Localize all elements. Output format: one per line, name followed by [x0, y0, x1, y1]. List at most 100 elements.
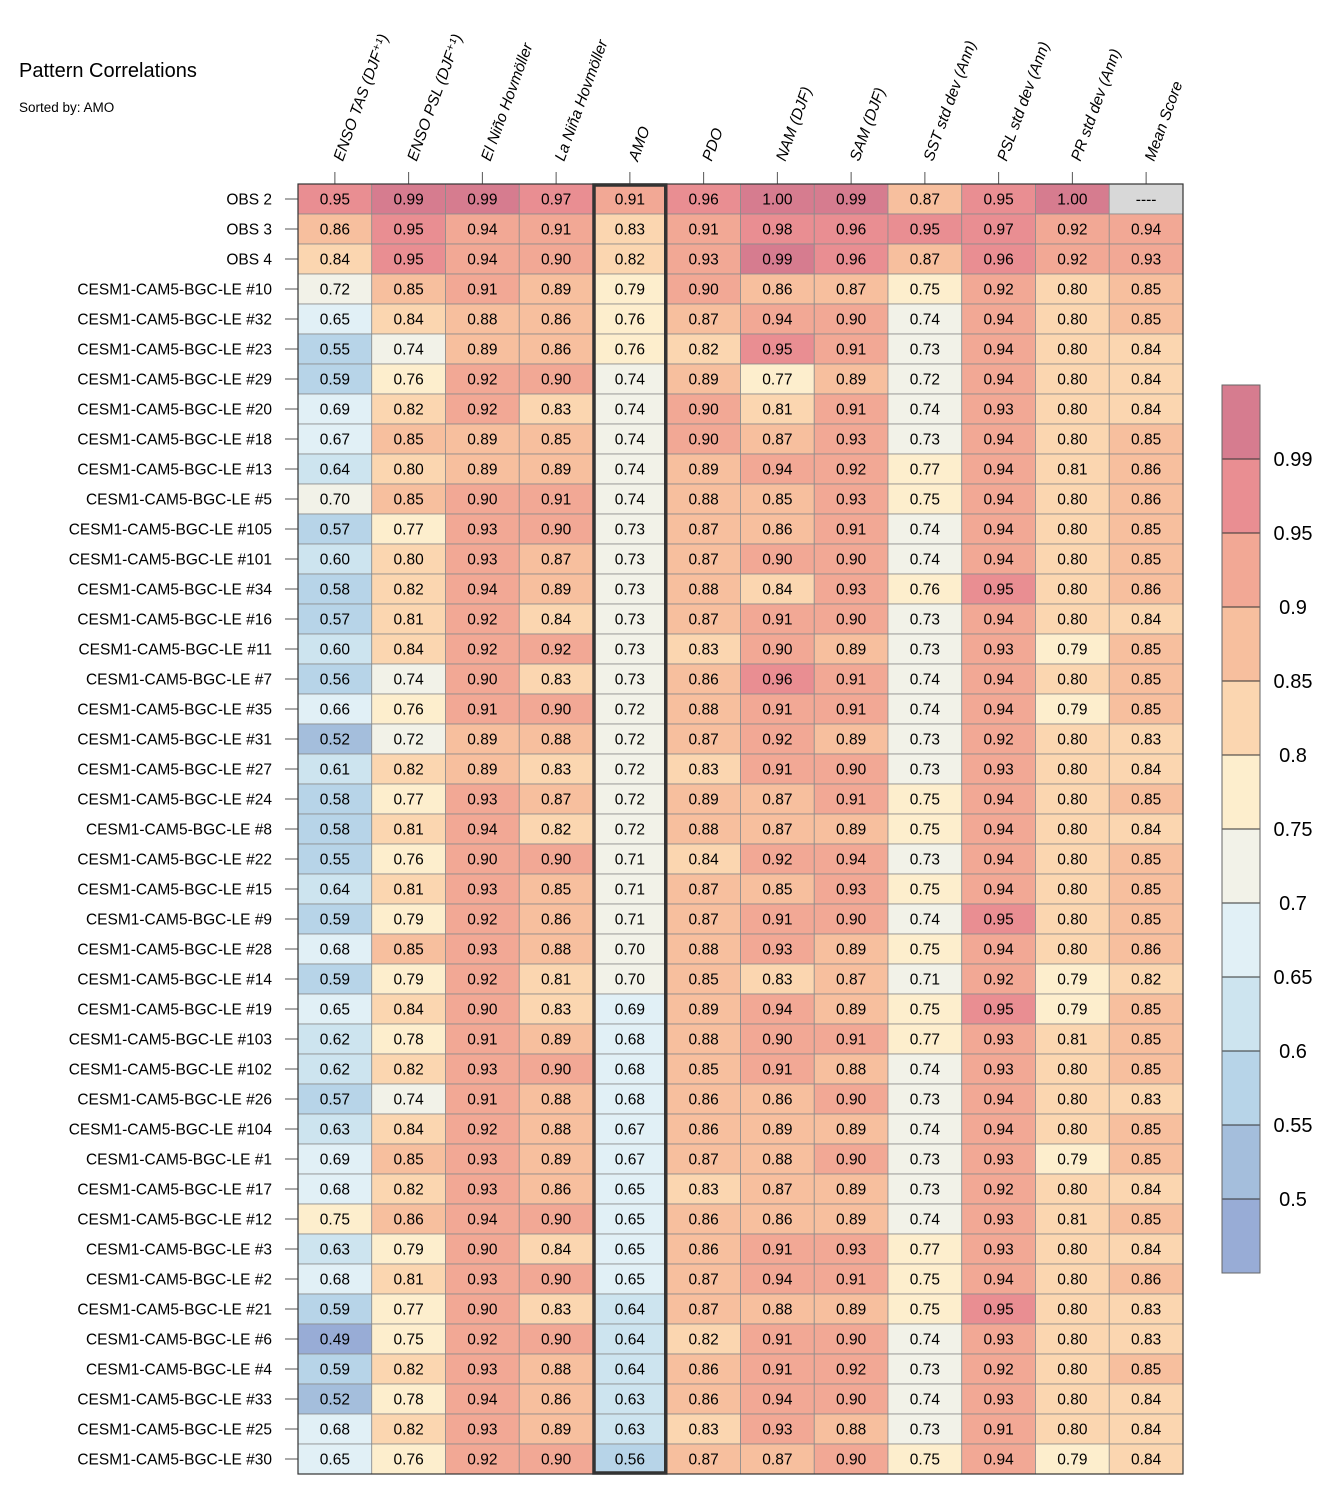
heatmap-cell — [813, 453, 889, 485]
heatmap-cell — [592, 933, 668, 965]
row-label: CESM1-CAM5-BGC-LE #31 — [77, 732, 272, 749]
cell-value: 0.80 — [1057, 1332, 1088, 1349]
heatmap-cell — [887, 1323, 963, 1355]
cell-value: 0.92 — [467, 972, 497, 989]
column-label: SAM (DJF) — [847, 86, 889, 164]
cell-value: 0.90 — [541, 1272, 572, 1289]
column-label: ENSO PSL (DJF⁺¹) — [404, 32, 466, 163]
row-label: CESM1-CAM5-BGC-LE #11 — [78, 642, 272, 659]
heatmap-cell — [740, 273, 815, 305]
heatmap-cell — [887, 723, 963, 755]
heatmap-cell — [740, 1353, 815, 1385]
cell-value: 0.87 — [689, 612, 719, 629]
cell-value: 0.73 — [910, 1092, 940, 1109]
heatmap-cell — [592, 603, 668, 635]
heatmap-cell — [1108, 1443, 1184, 1475]
cell-value: 0.65 — [615, 1242, 645, 1259]
heatmap-cell — [887, 813, 963, 845]
heatmap-cell — [1108, 663, 1184, 695]
cell-value: 0.93 — [984, 762, 1014, 779]
heatmap-cell — [666, 1023, 741, 1055]
heatmap-cell — [371, 963, 446, 995]
cell-value: 0.87 — [762, 432, 792, 449]
cell-value: 0.93 — [836, 492, 866, 509]
heatmap-cell — [961, 1203, 1036, 1235]
cell-value: 0.80 — [1057, 732, 1088, 749]
heatmap-cell — [445, 243, 520, 275]
cell-value: 0.80 — [394, 462, 425, 479]
heatmap-cell — [297, 1083, 373, 1115]
heatmap-cell — [445, 423, 520, 455]
heatmap-cell — [740, 1323, 815, 1355]
heatmap-cell — [961, 183, 1036, 215]
cell-value: 0.94 — [984, 702, 1015, 719]
cell-value: 0.73 — [910, 732, 940, 749]
heatmap-cell — [592, 573, 668, 605]
heatmap-cell — [887, 423, 963, 455]
heatmap-cell — [1108, 963, 1184, 995]
colorbar-swatch — [1222, 681, 1260, 755]
heatmap-cell — [961, 363, 1036, 395]
cell-value: 0.82 — [541, 822, 571, 839]
cell-value: 0.90 — [836, 762, 867, 779]
heatmap-cell — [1035, 1203, 1110, 1235]
cell-value: 0.85 — [1131, 1152, 1161, 1169]
heatmap-cell — [1035, 1233, 1110, 1265]
cell-value: 0.85 — [689, 972, 719, 989]
cell-value: 0.68 — [320, 1182, 350, 1199]
cell-value: 0.80 — [1057, 1362, 1088, 1379]
cell-value: 0.93 — [467, 1062, 497, 1079]
cell-value: 0.85 — [1131, 882, 1161, 899]
heatmap-cell — [961, 1353, 1036, 1385]
column-label: SST std dev (Ann) — [921, 39, 980, 164]
heatmap-cell — [961, 573, 1036, 605]
cell-value: 0.75 — [910, 942, 940, 959]
heatmap-cell — [297, 1143, 373, 1175]
cell-value: 0.86 — [1131, 582, 1161, 599]
row-label: CESM1-CAM5-BGC-LE #25 — [77, 1422, 272, 1439]
heatmap-cell — [518, 1233, 594, 1265]
cell-value: 0.89 — [836, 372, 866, 389]
cell-value: 0.88 — [689, 492, 719, 509]
cell-value: 0.84 — [320, 252, 351, 269]
heatmap-cell — [518, 243, 594, 275]
cell-value: 0.64 — [615, 1332, 646, 1349]
heatmap-cell — [1108, 993, 1184, 1025]
cell-value: 0.89 — [836, 1122, 866, 1139]
cell-value: 0.90 — [689, 432, 720, 449]
cell-value: 0.92 — [984, 972, 1014, 989]
cell-value: 0.86 — [320, 222, 350, 239]
heatmap-cell — [297, 393, 373, 425]
cell-value: 0.93 — [467, 792, 497, 809]
cell-value: 0.52 — [320, 732, 350, 749]
heatmap-cell — [297, 1383, 373, 1415]
heatmap-cell — [887, 903, 963, 935]
cell-value: 0.68 — [320, 942, 350, 959]
cell-value: 0.92 — [467, 372, 497, 389]
cell-value: 0.82 — [394, 582, 424, 599]
colorbar-tick-label: 0.99 — [1274, 449, 1313, 471]
heatmap-cell — [592, 753, 668, 785]
heatmap-cell — [445, 1053, 520, 1085]
heatmap-cell — [592, 1413, 668, 1445]
cell-value: 0.68 — [320, 1422, 350, 1439]
cell-value: 0.90 — [836, 312, 867, 329]
row-label: CESM1-CAM5-BGC-LE #30 — [77, 1452, 272, 1469]
cell-value: 1.00 — [762, 192, 793, 209]
heatmap-cell — [445, 1263, 520, 1295]
heatmap-cell — [887, 663, 963, 695]
cell-value: 0.85 — [1131, 1122, 1161, 1139]
cell-value: 0.84 — [1131, 402, 1162, 419]
cell-value: 0.92 — [762, 732, 792, 749]
cell-value: 0.63 — [320, 1242, 350, 1259]
heatmap-cell — [813, 1053, 889, 1085]
cell-value: 0.89 — [762, 1122, 792, 1139]
cell-value: 0.80 — [1057, 282, 1088, 299]
cell-value: 0.82 — [1131, 972, 1161, 989]
cell-value: 0.88 — [689, 822, 719, 839]
row-label: CESM1-CAM5-BGC-LE #104 — [69, 1122, 273, 1139]
cell-value: 0.90 — [467, 672, 498, 689]
heatmap-cell — [887, 783, 963, 815]
row-label: CESM1-CAM5-BGC-LE #102 — [69, 1062, 272, 1079]
cell-value: 0.86 — [762, 522, 792, 539]
